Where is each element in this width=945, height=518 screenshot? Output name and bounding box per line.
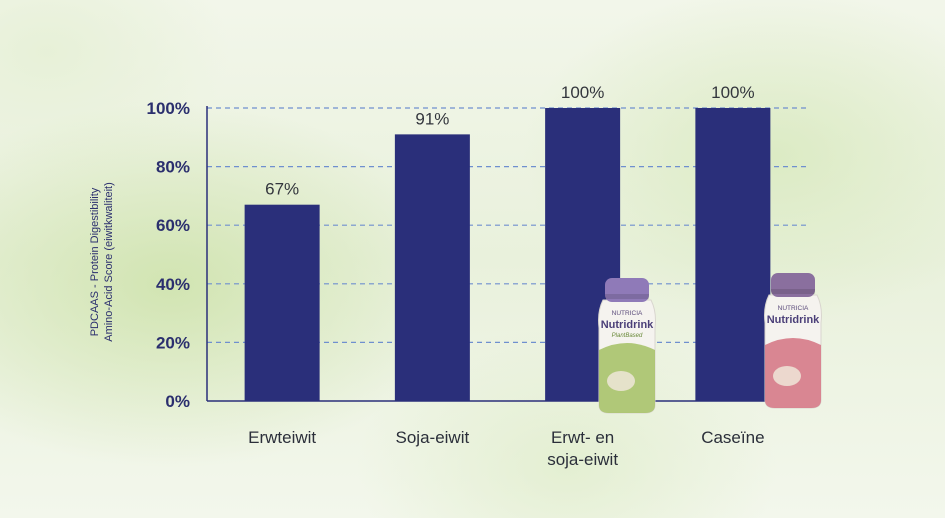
category-label: Erwt- en soja-eiwit — [547, 428, 618, 469]
category-label: Caseïne — [701, 428, 764, 447]
product-bottle: NUTRICIA Nutridrink — [764, 273, 822, 409]
value-label: 91% — [415, 109, 449, 128]
product-variant: PlantBased — [612, 333, 643, 339]
product-bottle: NUTRICIA Nutridrink PlantBased — [598, 278, 656, 414]
y-tick-label: 100% — [147, 99, 190, 118]
y-axis-label-line1: PDCAAS - Protein Digestibility — [89, 187, 101, 336]
y-axis-label: PDCAAS - Protein Digestibility Amino-Aci… — [89, 182, 115, 342]
y-tick-label: 0% — [165, 392, 190, 411]
y-axis-label-line2: Amino-Acid Score (eiwitkwaliteit) — [103, 182, 115, 342]
y-tick-label: 80% — [156, 158, 190, 177]
category-label: Soja-eiwit — [396, 428, 470, 447]
y-tick-label: 40% — [156, 275, 190, 294]
product-name: Nutridrink — [767, 314, 820, 326]
y-tick-label: 20% — [156, 333, 190, 352]
y-tick-label: 60% — [156, 216, 190, 235]
value-label: 67% — [265, 180, 299, 199]
product-brand: NUTRICIA — [612, 310, 643, 317]
product-name: Nutridrink — [601, 319, 654, 331]
value-label: 100% — [561, 83, 604, 102]
bar — [394, 134, 470, 401]
bar — [244, 204, 320, 401]
bar — [695, 108, 771, 401]
category-label: Erwteiwit — [248, 428, 316, 447]
product-brand: NUTRICIA — [778, 305, 809, 312]
value-label: 100% — [711, 83, 754, 102]
